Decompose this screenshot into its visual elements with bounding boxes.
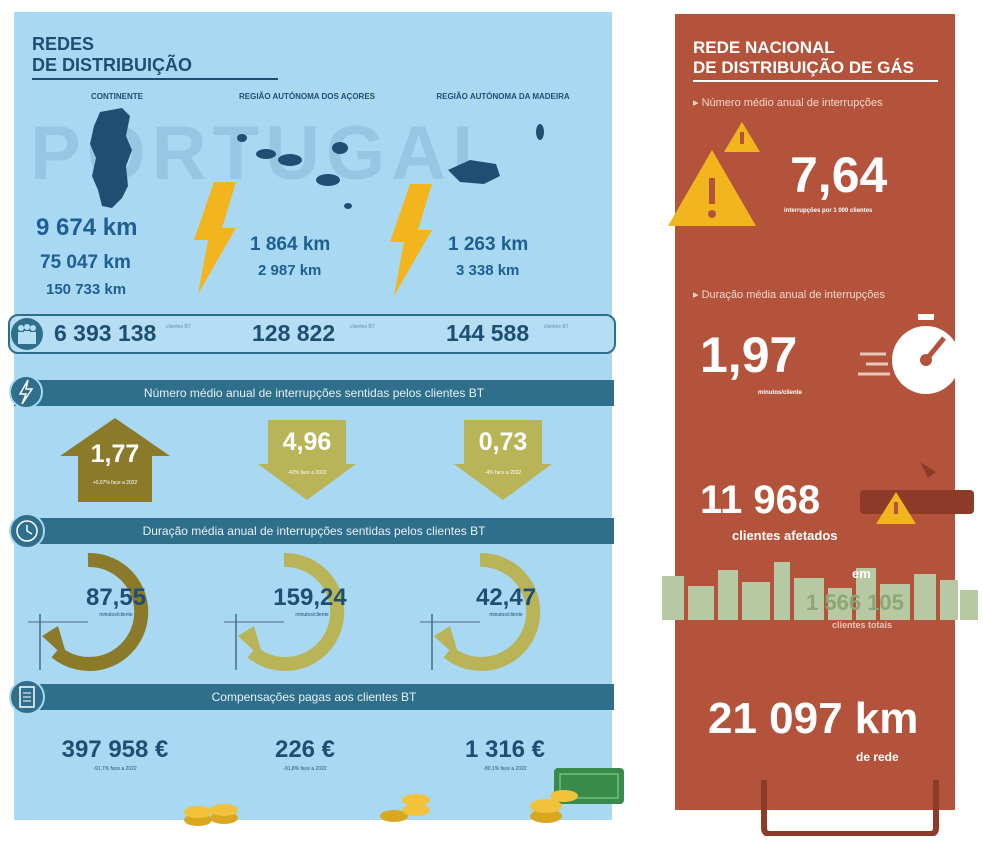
gas-duration-value: 1,97 [700,327,798,383]
region-heading-acores: REGIÃO AUTÓNOMA DOS AÇORES [238,92,375,101]
gas-network-length-value: 21 097 km [708,694,919,743]
gauge-unit: minutos/cliente [99,612,133,618]
lightning-bolt-icon [194,182,236,294]
warning-icon [668,122,760,226]
comp-value-madeira: 1 316 € [464,736,546,763]
duration-gauge-continente [28,552,149,671]
gauge-unit: minutos/cliente [295,612,329,618]
clients-madeira: 144 588 [446,320,530,346]
comp-value-continente: 397 958 € [61,736,169,763]
gas-total-clients-unit: clientes totais [832,620,893,630]
lightning-icon [9,375,43,409]
clients-label: clientes BT [350,324,375,330]
duration-gauge-madeira [420,552,541,671]
madeira-km-1: 1 263 km [448,234,529,255]
right-title: REDE NACIONAL DE DISTRIBUIÇÃO DE GÁS [693,38,915,77]
gauge-value-madeira: 42,47 [475,584,537,611]
arrow-note-madeira: -4% face a 2022 [484,470,522,476]
city-skyline-icon [662,562,978,620]
madeira-km-2: 3 338 km [456,262,520,279]
clients-box [8,314,616,354]
gas-interruptions-unit: interrupções por 1 000 clientes [784,208,873,214]
coins-icon [184,804,238,826]
gas-panel [675,14,955,810]
receipt-icon [9,679,45,715]
azores-map [237,134,352,209]
right-title-rule [693,80,938,82]
arrow-value-acores: 4,96 [282,428,332,456]
acores-km-1: 1 864 km [250,234,331,255]
interruptions-bar: Número médio anual de interrupções senti… [14,380,614,406]
acores-km-2: 2 987 km [258,262,322,279]
comp-note-madeira: -80,1% face a 2022 [483,766,527,772]
arrow-value-continente: 1,77 [90,440,140,468]
gas-duration-subtitle: ▸ Duração média anual de interrupções [693,289,886,301]
left-title: REDES DE DISTRIBUIÇÃO [32,34,193,75]
comp-note-acores: -91,8% face a 2022 [283,766,327,772]
comp-note-continente: -91,7% face a 2022 [93,766,137,772]
continente-km-1: 9 674 km [36,214,138,241]
lightning-bolt-icon [390,184,432,296]
gauge-value-acores: 159,24 [273,584,347,611]
gas-em-label: em [852,566,871,581]
continente-km-3: 150 733 km [46,281,127,298]
gauge-value-continente: 87,55 [85,584,147,611]
clock-icon [9,513,45,549]
cash-coins-icon [530,768,624,823]
arrow-down-madeira [454,420,552,500]
coins-icon [380,794,430,822]
gas-duration-unit: minutos/cliente [758,390,803,396]
gauge-unit: minutos/cliente [489,612,523,618]
gas-interruptions-subtitle: ▸ Número médio anual de interrupções [693,97,883,109]
region-heading-continente: CONTINENTE [91,92,143,101]
portugal-mainland-map [90,108,132,208]
clients-label: clientes BT [166,324,191,330]
clients-label: clientes BT [544,324,569,330]
gas-affected-unit: clientes afetados [732,528,838,543]
duration-gauge-acores [224,552,345,671]
arrow-up-continente [60,418,170,502]
compensations-bar: Compensações pagas aos clientes BT [14,684,614,710]
madeira-map [448,124,544,184]
gas-affected-value: 11 968 [700,478,821,522]
clients-acores: 128 822 [252,320,336,346]
gas-pipe-icon [761,780,939,836]
gas-total-clients-value: 1 566 105 [806,590,904,615]
people-icon [11,318,43,350]
gas-network-length-unit: de rede [856,750,899,764]
gas-interruptions-value: 7,64 [790,147,888,203]
arrow-value-madeira: 0,73 [478,428,528,456]
duration-bar: Duração média anual de interrupções sent… [14,518,614,544]
arrow-note-continente: +0,07% face a 2022 [92,480,138,486]
comp-value-acores: 226 € [274,736,336,763]
clients-continente: 6 393 138 [54,320,157,346]
arrow-down-acores [258,420,356,500]
stopwatch-icon [858,314,960,394]
left-title-rule [32,78,278,80]
region-heading-madeira: REGIÃO AUTÓNOMA DA MADEIRA [436,92,570,101]
continente-km-2: 75 047 km [40,252,131,273]
warning-sign-icon [860,462,974,524]
arrow-note-acores: -42% face a 2022 [287,470,327,476]
